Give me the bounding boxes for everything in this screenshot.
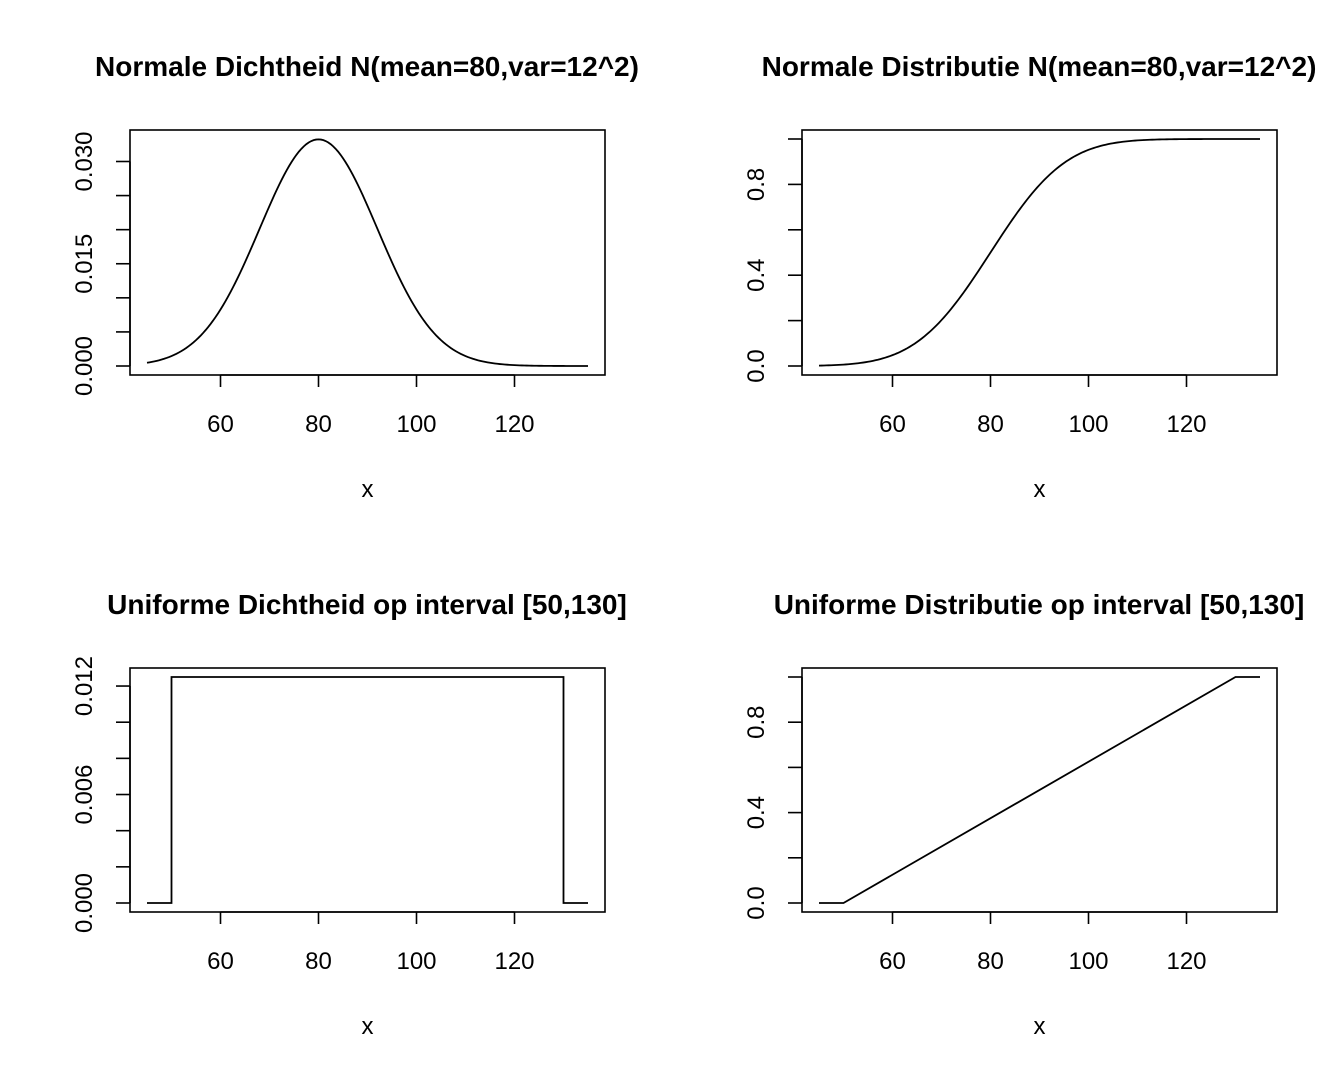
- y-tick-label: 0.012: [71, 656, 98, 716]
- y-tick-label: 0.000: [71, 336, 98, 396]
- series-line: [819, 676, 1260, 904]
- y-tick-label: 0.8: [743, 706, 770, 739]
- plot-frame: [129, 129, 606, 376]
- chart-panel-1: Normale Dichtheid N(mean=80,var=12^2) 60 8…: [71, 51, 639, 503]
- x-tick-label: 80: [977, 411, 1004, 438]
- x-tick-label: 100: [1068, 411, 1108, 438]
- x-tick-label: 60: [207, 948, 234, 975]
- x-tick-label: 80: [977, 948, 1004, 975]
- y-tick-label: 0.030: [71, 131, 98, 191]
- x-tick-label: 120: [1166, 948, 1206, 975]
- chart-title: Uniforme Distributie op interval [50,130…: [774, 589, 1305, 620]
- x-tick-label: 60: [879, 948, 906, 975]
- plot-frame: [801, 129, 1278, 376]
- y-tick-label: 0.0: [743, 886, 770, 919]
- x-axis-label: x: [362, 476, 374, 503]
- x-axis-label: x: [1034, 1013, 1046, 1040]
- x-tick-label: 100: [396, 948, 436, 975]
- y-tick-label: 0.0: [743, 349, 770, 382]
- x-tick-label: 100: [1068, 948, 1108, 975]
- chart-title: Normale Distributie N(mean=80,var=12^2): [762, 51, 1317, 82]
- x-tick-label: 80: [305, 948, 332, 975]
- chart-panel-3: Uniforme Dichtheid op interval [50,130] 6…: [71, 589, 627, 1040]
- x-tick-label: 100: [396, 411, 436, 438]
- y-tick-label: 0.006: [71, 764, 98, 824]
- x-axis-label: x: [1034, 476, 1046, 503]
- x-tick-label: 120: [494, 948, 534, 975]
- x-tick-label: 80: [305, 411, 332, 438]
- chart-panel-4: Uniforme Distributie op interval [50,130…: [743, 589, 1304, 1040]
- chart-panel-2: Normale Distributie N(mean=80,var=12^2) 6…: [743, 51, 1316, 503]
- chart-title: Uniforme Dichtheid op interval [50,130]: [107, 589, 627, 620]
- y-tick-label: 0.4: [743, 796, 770, 829]
- y-tick-label: 0.8: [743, 168, 770, 201]
- series-line: [147, 676, 588, 904]
- y-tick-label: 0.000: [71, 873, 98, 933]
- x-axis-label: x: [362, 1013, 374, 1040]
- x-tick-label: 120: [1166, 411, 1206, 438]
- x-tick-label: 60: [879, 411, 906, 438]
- y-tick-label: 0.015: [71, 234, 98, 294]
- series-line: [818, 138, 1260, 367]
- plot-frame: [129, 667, 606, 913]
- y-tick-label: 0.4: [743, 259, 770, 292]
- chart-title: Normale Dichtheid N(mean=80,var=12^2): [95, 51, 639, 82]
- series-line: [146, 138, 588, 367]
- x-tick-label: 60: [207, 411, 234, 438]
- x-tick-label: 120: [494, 411, 534, 438]
